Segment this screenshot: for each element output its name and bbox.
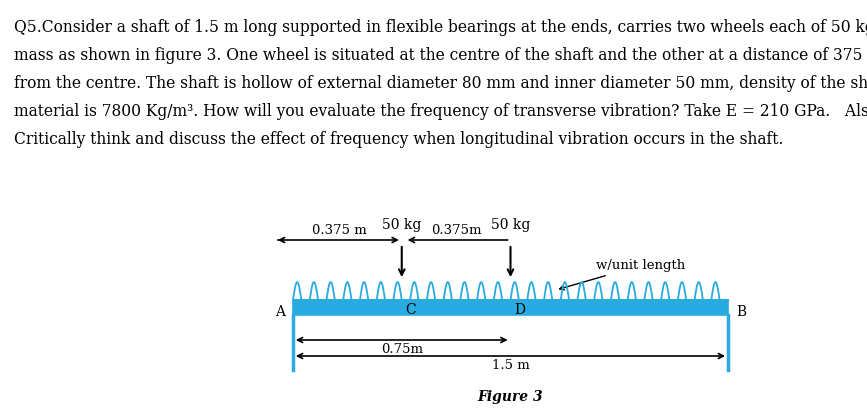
Text: from the centre. The shaft is hollow of external diameter 80 mm and inner diamet: from the centre. The shaft is hollow of … (14, 75, 867, 92)
Text: Figure 3: Figure 3 (478, 390, 544, 404)
Bar (293, 300, 728, 315)
Text: B: B (736, 305, 746, 319)
Text: 1.5 m: 1.5 m (492, 359, 530, 372)
Text: Critically think and discuss the effect of frequency when longitudinal vibration: Critically think and discuss the effect … (14, 131, 784, 148)
Text: mass as shown in figure 3. One wheel is situated at the centre of the shaft and : mass as shown in figure 3. One wheel is … (14, 47, 867, 64)
Text: 50 kg: 50 kg (382, 218, 421, 232)
Text: 0.375m: 0.375m (431, 224, 481, 237)
Text: 50 kg: 50 kg (491, 218, 531, 232)
Text: material is 7800 Kg/m³. How will you evaluate the frequency of transverse vibrat: material is 7800 Kg/m³. How will you eva… (14, 103, 867, 120)
Text: w/unit length: w/unit length (560, 259, 685, 290)
Text: C: C (406, 303, 416, 317)
Text: D: D (514, 303, 525, 317)
Text: A: A (275, 305, 285, 319)
Text: 0.375 m: 0.375 m (312, 224, 367, 237)
Text: Q5.Consider a shaft of 1.5 m long supported in flexible bearings at the ends, ca: Q5.Consider a shaft of 1.5 m long suppor… (14, 19, 867, 36)
Text: 0.75m: 0.75m (381, 343, 423, 356)
